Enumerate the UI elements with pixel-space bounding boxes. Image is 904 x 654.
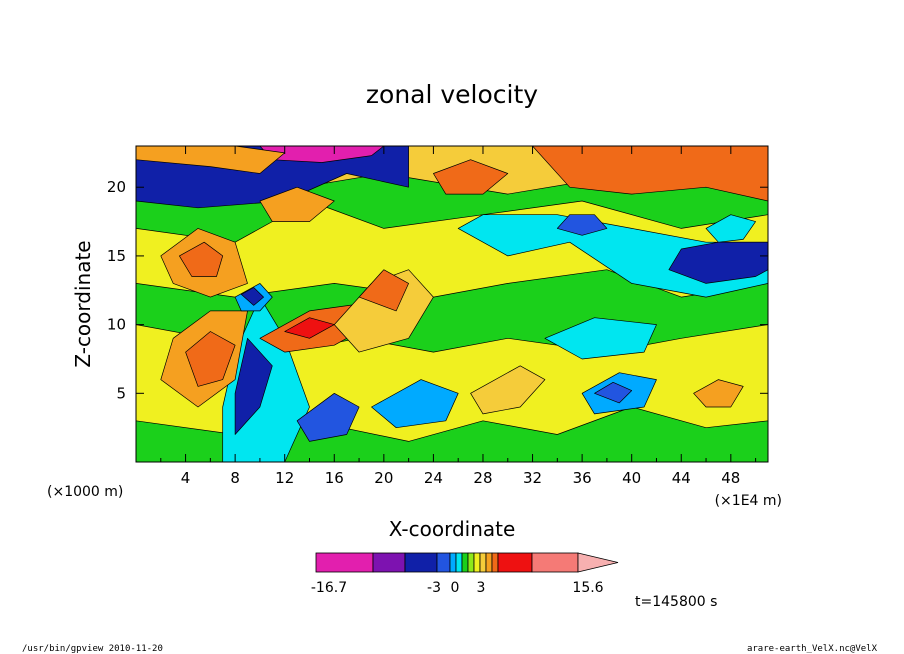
velocity-contour-region — [179, 241, 224, 277]
velocity-contour-region — [532, 146, 768, 202]
x-axis-label: X-coordinate — [389, 517, 516, 541]
velocity-contour-region — [358, 269, 409, 312]
velocity-contour-region — [668, 241, 768, 284]
colorbar-bin — [372, 552, 406, 573]
colorbar-tick-label: -16.7 — [311, 580, 347, 596]
colorbar-tick-label: -3 — [427, 580, 441, 596]
x-tick-label: 16 — [325, 469, 344, 487]
colorbar-bin — [461, 552, 469, 573]
colorbar-bin — [404, 552, 438, 573]
footer-right: arare-earth_VelX.nc@VelX — [747, 644, 878, 654]
velocity-contour-region — [136, 406, 768, 462]
x-tick-label: 28 — [473, 469, 492, 487]
x-tick-label: 44 — [672, 469, 691, 487]
velocity-contour-region — [185, 331, 236, 387]
velocity-field — [136, 146, 768, 462]
plot-frame — [135, 145, 769, 463]
x-tick-label: 20 — [374, 469, 393, 487]
x-tick-label: 8 — [230, 469, 240, 487]
velocity-contour-region — [240, 287, 264, 306]
x-unit-label-right: (×1E4 m) — [715, 493, 782, 509]
colorbar-tick-label: 0 — [451, 580, 460, 596]
colorbar-tick-label: 15.6 — [572, 580, 603, 596]
y-tick-label: 5 — [116, 384, 126, 402]
x-tick-label: 36 — [573, 469, 592, 487]
colorbar-bin — [467, 552, 475, 573]
colorbar-bin — [455, 552, 463, 573]
chart-title: zonal velocity — [366, 80, 538, 109]
colorbar-bin — [449, 552, 457, 573]
x-tick-label: 40 — [622, 469, 641, 487]
velocity-contour-region — [594, 381, 633, 404]
x-axis: 4 8 12 16 20 24 28 32 36 40 44 48 — [160, 146, 757, 487]
x-tick-label: 12 — [275, 469, 294, 487]
colorbar-bin — [479, 552, 487, 573]
colorbar-bin — [497, 552, 533, 573]
y-axis: 5 10 15 20 — [107, 178, 768, 402]
velocity-contour-region — [371, 379, 459, 429]
colorbar-tick-label: 3 — [477, 580, 486, 596]
y-axis-label: Z-coordinate — [71, 240, 95, 367]
x-unit-label: (×1000 m) — [47, 484, 123, 500]
x-tick-label: 48 — [721, 469, 740, 487]
colorbar-bin — [315, 552, 374, 573]
time-label: t=145800 s — [635, 594, 717, 610]
colorbar-bin — [436, 552, 451, 573]
colorbar-ticks: -16.7 -3 0 3 15.6 — [311, 580, 604, 596]
y-tick-label: 20 — [107, 178, 126, 196]
plot-area — [135, 145, 769, 463]
colorbar-bin — [531, 552, 579, 573]
velocity-contour-region — [470, 365, 546, 415]
y-tick-label: 15 — [107, 247, 126, 265]
x-tick-label: 4 — [181, 469, 191, 487]
footer-left: /usr/bin/gpview 2010-11-20 — [22, 644, 163, 654]
velocity-contour-region — [259, 186, 335, 222]
velocity-contour-region — [556, 214, 608, 236]
y-tick-label: 10 — [107, 316, 126, 334]
velocity-contour-region — [693, 379, 744, 408]
velocity-contour-region — [433, 159, 509, 195]
colorbar-bin — [491, 552, 499, 573]
colorbar-bin — [485, 552, 493, 573]
x-tick-label: 32 — [523, 469, 542, 487]
colorbar — [315, 552, 619, 573]
x-tick-label: 24 — [424, 469, 443, 487]
colorbar-arrow — [577, 552, 619, 573]
colorbar-bin — [473, 552, 481, 573]
velocity-contour-region — [705, 214, 756, 243]
velocity-contour-region — [234, 337, 273, 435]
velocity-contour-region — [544, 317, 657, 360]
velocity-contour-region — [296, 392, 360, 442]
